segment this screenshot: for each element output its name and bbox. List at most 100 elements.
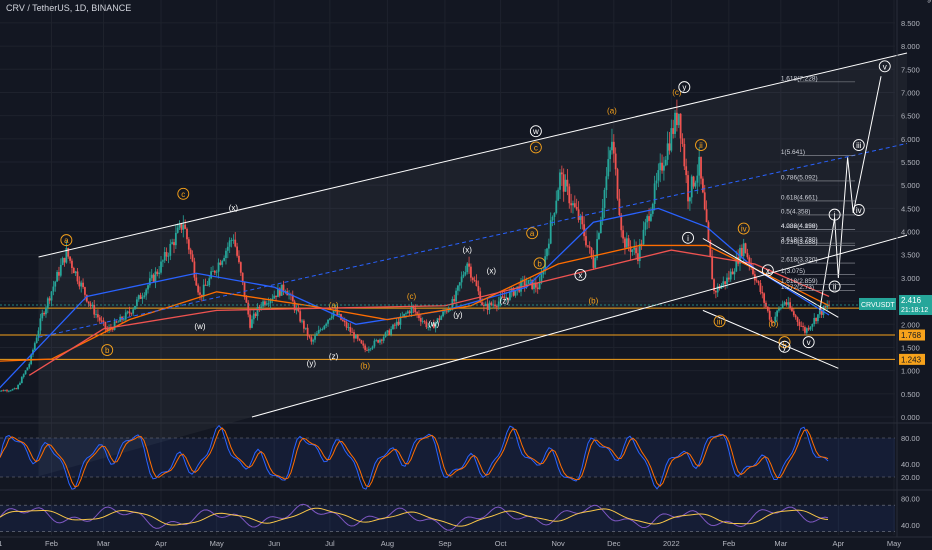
candle-body bbox=[104, 321, 107, 329]
candle-body bbox=[568, 186, 571, 204]
candle-body bbox=[817, 314, 819, 322]
candle-body bbox=[380, 339, 383, 341]
candle-body bbox=[620, 215, 623, 231]
candle-body bbox=[215, 271, 218, 273]
candle-body bbox=[416, 312, 419, 314]
candle-body bbox=[173, 242, 175, 246]
wave-label-circle bbox=[761, 264, 774, 277]
wedge-upper-line bbox=[702, 238, 839, 318]
candle-body bbox=[759, 283, 762, 292]
candle-body bbox=[386, 330, 389, 333]
wave-label: c bbox=[534, 143, 538, 152]
candle-body bbox=[213, 270, 216, 273]
candle-body bbox=[382, 337, 385, 341]
fib-label: 4.082(4.059) bbox=[781, 223, 818, 230]
price-tick: 0.500 bbox=[901, 390, 920, 399]
stochastic-pane: 80.00 40.00 20.00 bbox=[0, 422, 932, 490]
wave-label-circle bbox=[526, 227, 539, 240]
candle-body bbox=[490, 302, 493, 306]
level-price-text: 1.243 bbox=[901, 355, 922, 364]
candle-body bbox=[187, 239, 190, 250]
candle-body bbox=[536, 287, 539, 290]
candle-body bbox=[341, 319, 344, 321]
candle-body bbox=[67, 248, 70, 257]
candle-body bbox=[375, 340, 378, 341]
wave-label: (x) bbox=[229, 204, 239, 213]
candle-body bbox=[761, 291, 764, 294]
candle-body bbox=[17, 384, 20, 390]
candle-body bbox=[364, 345, 367, 350]
candle-body bbox=[471, 277, 474, 280]
candle-body bbox=[206, 285, 209, 286]
candle-body bbox=[646, 216, 649, 223]
candle-body bbox=[583, 224, 586, 237]
candle-body bbox=[555, 200, 558, 213]
candle-body bbox=[174, 232, 177, 246]
candle-body bbox=[510, 288, 513, 292]
candle-body bbox=[160, 261, 162, 273]
candle-body bbox=[39, 318, 42, 331]
candle-body bbox=[512, 288, 515, 296]
wave-label-circle bbox=[695, 139, 707, 152]
wave-label: a bbox=[530, 229, 535, 238]
candle-body bbox=[78, 281, 81, 287]
candle-body bbox=[219, 262, 222, 265]
time-tick: Dec bbox=[607, 539, 621, 548]
candle-body bbox=[254, 313, 257, 317]
wave-label: (x) bbox=[487, 266, 497, 275]
candle-body bbox=[607, 159, 610, 177]
wave-label-circle bbox=[533, 257, 546, 270]
candle-body bbox=[440, 316, 443, 320]
candle-body bbox=[6, 390, 8, 392]
candle-body bbox=[345, 322, 348, 328]
price-tick: 8.000 bbox=[901, 42, 920, 51]
candle-body bbox=[611, 141, 613, 151]
fib-label: 0.5(4.358) bbox=[781, 208, 811, 215]
candle-body bbox=[180, 223, 183, 230]
candle-body bbox=[766, 306, 769, 311]
wave-label-circle bbox=[828, 208, 841, 221]
candle-body bbox=[579, 215, 582, 220]
candle-body bbox=[442, 311, 444, 317]
candle-body bbox=[56, 272, 58, 282]
countdown-text: 21:18:12 bbox=[901, 307, 928, 314]
time-tick: 2022 bbox=[663, 539, 680, 548]
wave-label: iv bbox=[856, 206, 862, 215]
candle-body bbox=[267, 303, 270, 304]
candle-body bbox=[347, 327, 350, 328]
candle-body bbox=[310, 337, 313, 342]
candle-body bbox=[275, 295, 277, 298]
candle-body bbox=[457, 285, 459, 291]
candle-body bbox=[69, 256, 71, 261]
candle-body bbox=[423, 321, 426, 323]
candle-body bbox=[349, 327, 352, 332]
candle-body bbox=[640, 243, 643, 245]
candle-body bbox=[412, 306, 415, 309]
fib-label: 1(3.075) bbox=[781, 268, 805, 275]
candle-body bbox=[98, 317, 101, 321]
rsi-pane: 80.00 40.00 bbox=[0, 489, 932, 532]
candle-body bbox=[353, 332, 355, 339]
price-tick: 2.000 bbox=[901, 320, 920, 329]
candle-body bbox=[336, 309, 339, 315]
candle-body bbox=[232, 239, 235, 241]
candle-body bbox=[791, 308, 793, 312]
wave-label-circle bbox=[529, 125, 542, 138]
candle-body bbox=[377, 340, 380, 343]
candle-body bbox=[312, 339, 315, 342]
wave-labels: a b c (x) (w) (y) (a) (z) (b) (c) (w) (y) (x) (x) (z) a… bbox=[60, 60, 891, 370]
candle-body bbox=[202, 284, 205, 297]
candle-body bbox=[570, 203, 573, 206]
candle-body bbox=[161, 260, 164, 262]
candle-body bbox=[24, 370, 27, 375]
candle-body bbox=[277, 288, 279, 298]
candle-body bbox=[97, 314, 99, 318]
candle-body bbox=[419, 318, 422, 322]
candle-body bbox=[9, 390, 12, 392]
candle-body bbox=[746, 253, 749, 258]
wave-label: (c) bbox=[407, 292, 417, 301]
wave-label: v bbox=[883, 62, 887, 71]
candle-body bbox=[76, 271, 79, 282]
wave-label: (a) bbox=[607, 106, 617, 115]
